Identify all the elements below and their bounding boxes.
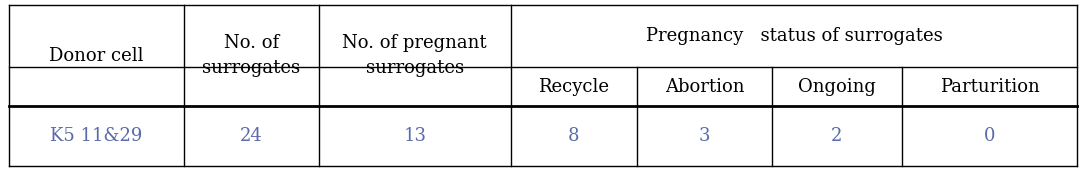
Text: Ongoing: Ongoing (798, 78, 875, 96)
Text: 8: 8 (568, 127, 580, 145)
Text: 2: 2 (831, 127, 843, 145)
Text: 3: 3 (698, 127, 710, 145)
Text: Recycle: Recycle (539, 78, 609, 96)
Text: No. of pregnant
surrogates: No. of pregnant surrogates (342, 34, 488, 77)
Text: Donor cell: Donor cell (49, 47, 143, 65)
Text: Pregnancy   status of surrogates: Pregnancy status of surrogates (646, 27, 943, 45)
Text: 13: 13 (403, 127, 427, 145)
Text: K5 11&29: K5 11&29 (50, 127, 142, 145)
Text: Abortion: Abortion (665, 78, 744, 96)
Text: 0: 0 (984, 127, 995, 145)
Text: Parturition: Parturition (939, 78, 1039, 96)
Text: No. of
surrogates: No. of surrogates (202, 34, 301, 77)
Text: 24: 24 (240, 127, 263, 145)
